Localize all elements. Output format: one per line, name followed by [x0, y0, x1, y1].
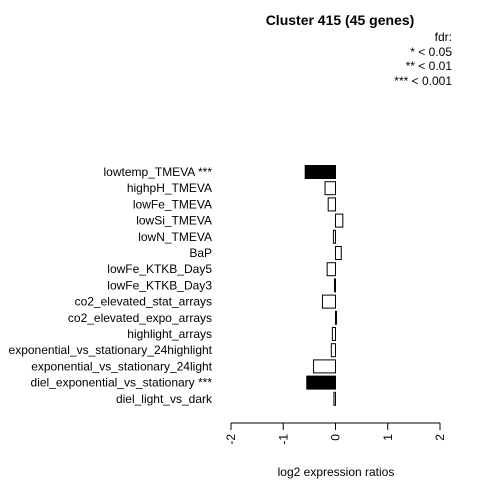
bar-11 — [331, 327, 336, 341]
category-label-12: exponential_vs_stationary_24highlight — [9, 343, 213, 357]
category-label-10: co2_elevated_expo_arrays — [68, 311, 212, 325]
bar-12 — [330, 343, 337, 358]
bar-14 — [306, 375, 337, 390]
bar-1 — [304, 165, 337, 179]
x-tick-label-1: -2 — [224, 434, 238, 445]
category-label-2: highpH_TMEVA — [127, 181, 212, 195]
bar-9 — [321, 294, 336, 309]
category-label-6: BaP — [189, 246, 212, 260]
category-label-3: lowFe_TMEVA — [133, 197, 212, 211]
bar-15 — [333, 391, 336, 406]
category-label-5: lowN_TMEVA — [138, 230, 212, 244]
legend-entry-2: ** < 0.01 — [405, 59, 452, 73]
x-tick-label-2: -1 — [276, 434, 290, 445]
bar-7 — [326, 262, 337, 277]
category-label-11: highlight_arrays — [127, 327, 212, 341]
bar-4 — [335, 213, 344, 228]
fdr-legend: fdr: * < 0.05 ** < 0.01 *** < 0.001 — [394, 30, 452, 88]
x-axis-label: log2 expression ratios — [277, 465, 395, 479]
category-label-1: lowtemp_TMEVA *** — [104, 165, 213, 179]
category-label-15: diel_light_vs_dark — [116, 392, 213, 406]
category-label-4: lowSi_TMEVA — [136, 214, 212, 228]
x-tick-label-3: 0 — [329, 434, 343, 441]
bar-5 — [332, 229, 337, 244]
legend-entry-1: * < 0.05 — [410, 44, 452, 59]
legend-title: fdr: — [434, 30, 452, 44]
x-tick-label-4: 1 — [381, 434, 395, 441]
bar-2 — [324, 181, 336, 196]
bar-13 — [313, 359, 336, 374]
category-label-9: co2_elevated_stat_arrays — [75, 295, 212, 309]
x-tick-label-5: 2 — [433, 434, 447, 441]
bar-8 — [333, 278, 336, 293]
category-label-13: exponential_vs_stationary_24light — [31, 359, 212, 373]
legend-entry-3: *** < 0.001 — [394, 73, 452, 88]
category-label-14: diel_exponential_vs_stationary *** — [31, 376, 213, 390]
chart-title: Cluster 415 (45 genes) — [265, 12, 415, 28]
category-label-7: lowFe_KTKB_Day5 — [107, 262, 212, 276]
bar-6 — [335, 246, 342, 260]
bar-3 — [327, 197, 336, 212]
category-label-8: lowFe_KTKB_Day3 — [107, 278, 212, 292]
bar-10 — [335, 310, 338, 325]
